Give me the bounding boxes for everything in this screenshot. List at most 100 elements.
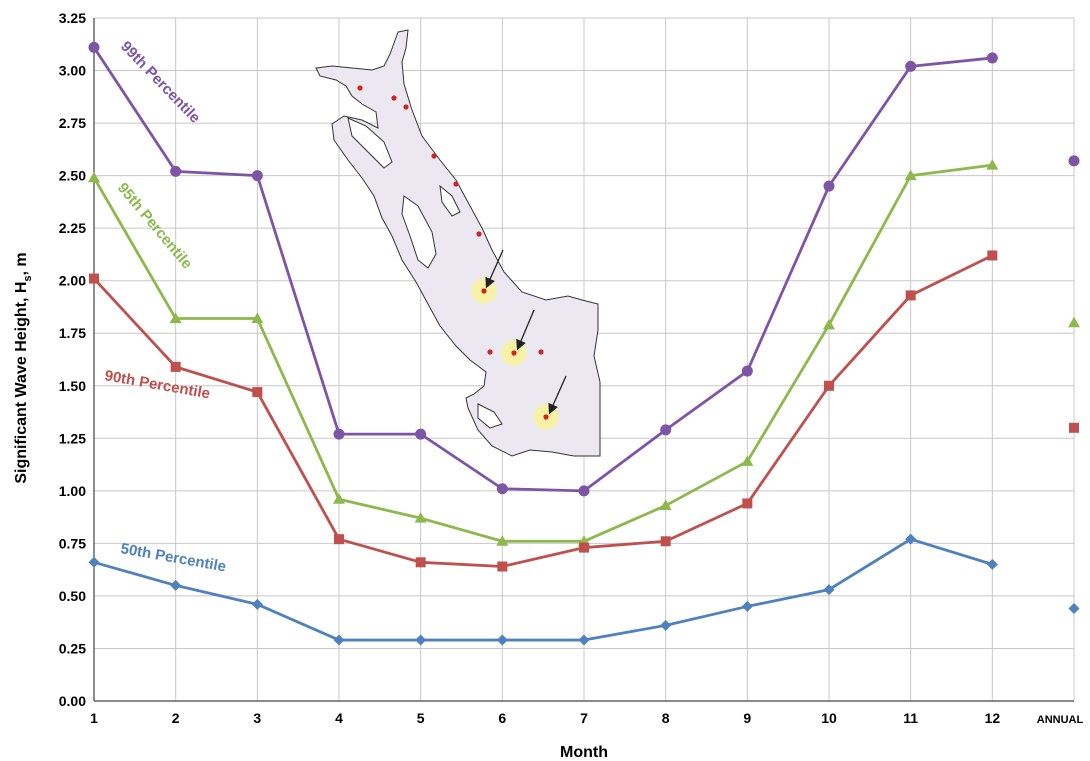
data-point [496,535,509,546]
data-point [660,424,672,436]
x-tick-label: 8 [662,710,670,726]
annual-data-point [1068,155,1080,167]
series-line [93,537,993,642]
data-point [987,250,998,261]
data-point [252,387,263,398]
annual-data-point [1068,316,1080,328]
x-tick-label: 6 [498,710,506,726]
data-point [170,579,182,591]
series-3 [89,250,1079,572]
series-line [92,46,993,493]
station-dot [431,153,437,159]
data-point [496,634,508,646]
station-dots [357,85,561,432]
y-tick-label: 0.50 [59,588,86,604]
station-dot [403,104,409,110]
station-dot [391,95,397,101]
data-point [742,498,753,509]
data-point [823,180,835,192]
pointer-arrow [485,249,504,289]
data-point [578,634,590,646]
x-tick-label: 10 [821,710,837,726]
data-point [660,536,671,547]
data-point [579,542,589,553]
data-point [170,361,181,372]
data-point [251,170,263,182]
data-point [414,512,427,523]
lake-island [401,195,437,269]
data-point [905,290,916,301]
y-tick-label: 0.75 [59,535,86,551]
station-dot [481,288,487,294]
data-point [333,428,345,440]
station-dot [538,349,544,355]
station-dot [543,414,549,420]
y-tick-label: 1.25 [59,430,86,446]
x-tick-label: 2 [172,710,180,726]
series-label-95th: 95th Percentile [114,180,196,273]
data-point [824,380,834,391]
series-1 [88,41,1080,497]
data-point [333,493,345,504]
series-label-99th: 99th Percentile [117,38,203,127]
series-line [92,254,993,568]
y-tick-label: 3.25 [59,10,86,26]
data-point [88,41,100,53]
data-point [986,558,998,570]
lake-island [439,184,461,217]
x-tick-label: 1 [90,710,98,726]
station-dot [453,181,459,187]
data-point [496,483,508,495]
data-point [170,165,182,177]
series-4 [88,533,1080,646]
data-point [905,533,917,545]
data-point [578,485,590,497]
annual-data-point [1069,422,1079,433]
station-dot [357,85,363,91]
lake-map-icon [315,29,601,457]
annual-data-point [1068,603,1080,615]
data-point [169,312,182,324]
series-line [92,163,993,543]
x-tick-label: 4 [335,710,343,726]
data-point [905,60,917,72]
y-tick-label: 0.25 [59,640,86,656]
data-point [88,556,100,568]
lake-outline [315,29,601,457]
series-2 [88,159,1080,546]
data-point [986,159,999,170]
x-tick-label: 9 [743,710,751,726]
station-dot [511,350,517,356]
data-point [88,171,100,183]
x-tick-label-annual: ANNUAL [1037,714,1084,726]
data-point [741,455,754,466]
lake-island [347,117,393,169]
data-point [823,584,835,596]
y-tick-label: 2.25 [59,220,86,236]
data-point [415,557,426,568]
x-tick-label: 3 [253,710,261,726]
y-tick-labels: 0.00 0.25 0.50 0.75 1.00 1.25 1.50 1.75 2.00 2.25… [59,10,86,709]
data-point [904,169,917,181]
station-dot [476,231,482,237]
y-tick-label: 2.75 [59,115,86,131]
x-axis-title: Month [560,744,608,761]
data-point [741,365,753,377]
data-point [334,534,344,545]
y-tick-label: 1.75 [59,325,86,341]
series-label-50th: 50th Percentile [119,540,227,575]
pointer-arrow [516,309,535,351]
x-tick-label: 5 [417,710,425,726]
data-point [251,312,264,324]
data-point [823,318,835,330]
axes [93,18,1074,702]
data-point [660,619,672,631]
x-tick-label: 11 [903,710,918,726]
data-point [333,634,345,646]
station-dot [487,349,493,355]
data-point [251,598,263,610]
y-tick-label: 0.00 [59,693,86,709]
y-tick-label: 2.50 [59,168,86,184]
data-point [986,52,998,64]
